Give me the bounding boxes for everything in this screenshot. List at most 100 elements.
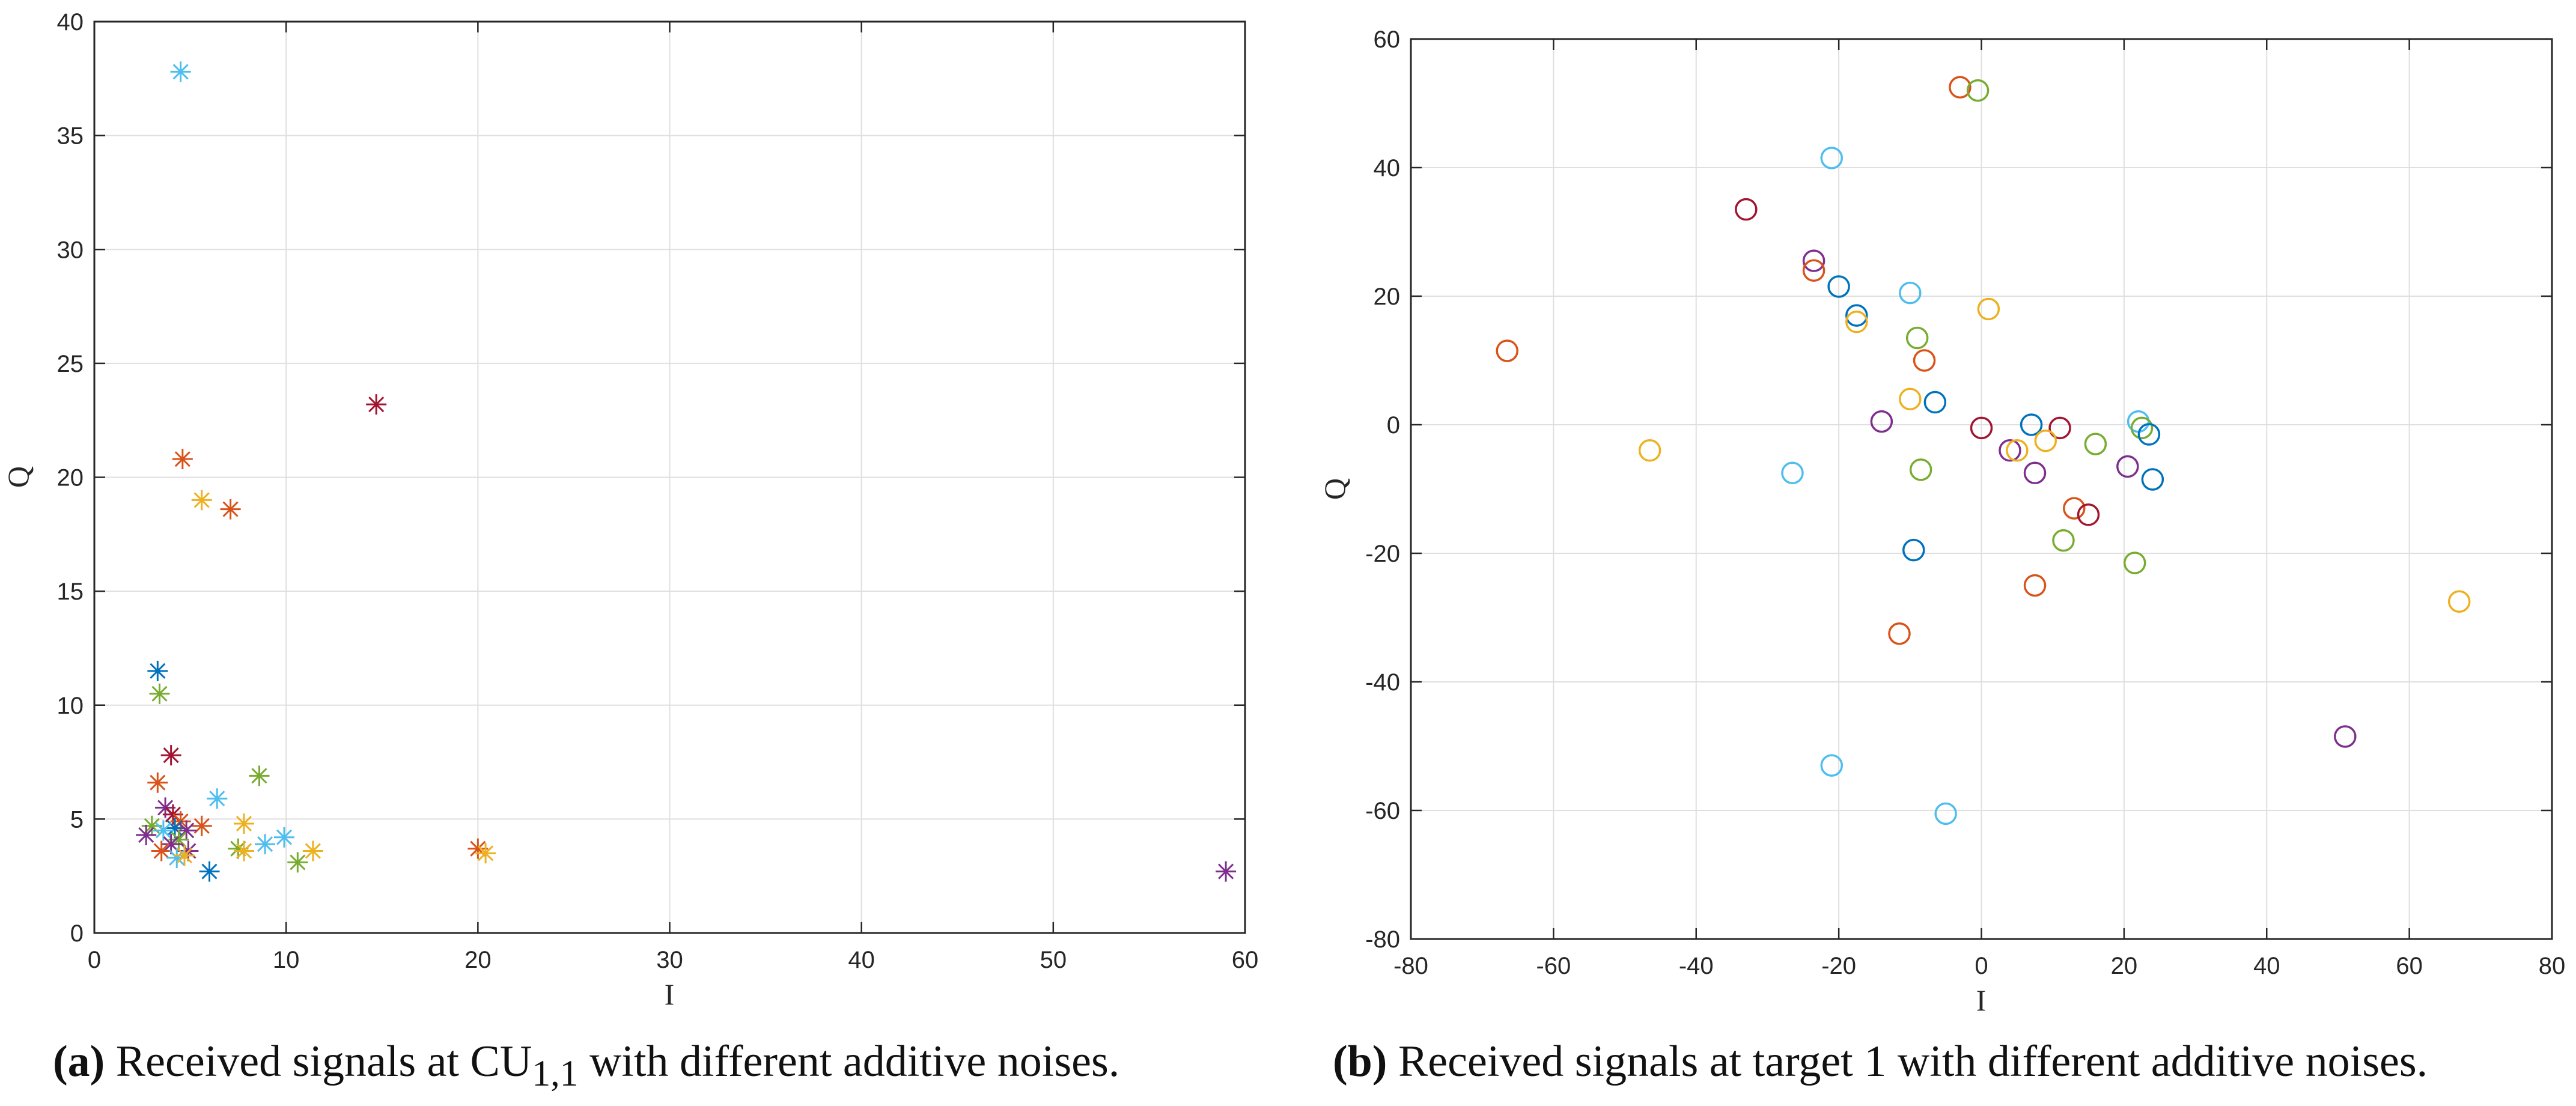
asterisk-marker [233, 840, 254, 861]
asterisk-marker [191, 815, 212, 836]
y-tick-label: 20 [1374, 284, 1401, 310]
asterisk-marker [199, 861, 220, 882]
circle-marker [2006, 439, 2029, 462]
asterisk-marker [207, 788, 228, 809]
circle-marker [1820, 754, 1844, 777]
asterisk-marker [255, 834, 276, 855]
asterisk-marker [162, 804, 183, 825]
asterisk-marker [366, 394, 387, 415]
asterisk-marker [170, 61, 191, 82]
circle-marker [1905, 326, 1929, 350]
x-tick-label: 30 [656, 947, 683, 973]
circle-marker [1902, 538, 1925, 562]
circle-marker [1638, 439, 1661, 462]
circle-marker [2052, 529, 2075, 552]
asterisk-marker [160, 834, 181, 855]
x-tick-label: 50 [1040, 947, 1067, 973]
asterisk-marker [191, 490, 212, 511]
asterisk-marker [1216, 861, 1237, 882]
caption-a-label: (a) [53, 1037, 105, 1086]
y-tick-label: 25 [57, 351, 84, 377]
x-tick-label: 0 [88, 947, 101, 973]
circle-marker [2123, 551, 2146, 574]
y-tick-label: 10 [57, 693, 84, 719]
caption-a-text: Received signals at CU [115, 1037, 532, 1086]
circle-marker [1934, 802, 1957, 825]
asterisk-marker [172, 449, 193, 470]
circle-marker [2334, 725, 2357, 748]
circle-marker [1909, 458, 1932, 481]
asterisk-marker [233, 813, 254, 834]
circle-marker [1923, 390, 1947, 414]
asterisk-marker [153, 820, 174, 841]
asterisk-marker [151, 840, 172, 861]
asterisk-marker [147, 660, 168, 681]
asterisk-marker [176, 820, 197, 841]
asterisk-marker [165, 818, 186, 839]
circle-marker [2084, 433, 2107, 455]
asterisk-marker [249, 765, 270, 786]
asterisk-marker [228, 838, 249, 859]
y-tick-label: 15 [57, 579, 84, 605]
circle-marker [2130, 416, 2154, 440]
circle-marker [1999, 439, 2021, 462]
x-axis-label-a: I [665, 977, 675, 1011]
circle-marker [1827, 275, 1850, 298]
y-tick-label: -40 [1365, 669, 1400, 696]
caption-b: (b) Received signals at target 1 with di… [1333, 1036, 2428, 1087]
asterisk-marker [141, 815, 162, 836]
asterisk-marker [467, 838, 489, 859]
x-tick-label: 10 [273, 947, 300, 973]
x-tick-label: 20 [464, 947, 492, 973]
circle-marker [1845, 311, 1868, 333]
x-tick-label: 40 [2253, 953, 2280, 979]
chart-a: 0 10 20 30 40 50 60 0 5 10 15 20 25 30 35 40 I Q [1, 9, 1258, 1011]
ticks-a: 0 10 20 30 40 50 60 0 5 10 15 20 25 30 35 40 [57, 9, 1259, 973]
x-tick-label: 20 [2111, 953, 2138, 979]
y-tick-label: 0 [1387, 412, 1400, 439]
circle-marker [1735, 198, 1758, 221]
circle-marker [2034, 430, 2057, 452]
asterisk-marker [273, 827, 294, 848]
asterisk-marker [302, 840, 323, 861]
x-tick-label: 60 [1232, 947, 1259, 973]
asterisk-marker [287, 852, 308, 873]
y-tick-label: -20 [1365, 541, 1400, 567]
circle-marker [1781, 461, 1804, 484]
asterisk-marker [475, 843, 496, 864]
asterisk-marker [166, 847, 187, 868]
y-axis-label-b: Q [1318, 478, 1351, 500]
y-tick-label: 40 [1374, 155, 1401, 181]
circle-marker [2023, 461, 2047, 484]
y-tick-label: 0 [70, 920, 84, 947]
circle-marker [1888, 622, 1911, 645]
circle-marker [1970, 416, 1993, 440]
y-tick-label: 60 [1374, 26, 1401, 53]
x-tick-label: -80 [1393, 953, 1428, 979]
circle-marker [2077, 503, 2100, 526]
circle-marker [1913, 349, 1936, 372]
asterisk-marker [155, 797, 176, 818]
circle-marker [2141, 468, 2164, 491]
y-tick-label: 40 [57, 9, 84, 35]
y-tick-label: 20 [57, 465, 84, 491]
asterisk-marker [174, 845, 195, 866]
circle-marker [1899, 387, 1922, 410]
circle-marker [1845, 304, 1868, 327]
circle-marker [2023, 574, 2047, 597]
circle-marker [2048, 416, 2071, 440]
chart-b: -80 -60 -40 -20 0 20 40 60 80 -80 -60 -40 -20 0 20 40 60… [1318, 26, 2565, 1017]
circle-marker [1949, 76, 1972, 99]
caption-b-label: (b) [1333, 1037, 1387, 1086]
y-tick-label: 30 [57, 237, 84, 263]
markers-b [1496, 76, 2471, 825]
circle-marker [2116, 455, 2139, 478]
circle-marker [1802, 249, 1825, 272]
y-axis-label-a: Q [1, 466, 35, 488]
circle-marker [1802, 259, 1825, 282]
y-tick-label: -60 [1365, 798, 1400, 824]
caption-a-text-end: with different additive noises. [578, 1037, 1120, 1086]
circle-marker [1977, 297, 2000, 321]
caption-a-subscript: 1,1 [532, 1053, 579, 1094]
ticks-b: -80 -60 -40 -20 0 20 40 60 80 -80 -60 -40 -20 0 20 40 60 [1365, 26, 2565, 979]
